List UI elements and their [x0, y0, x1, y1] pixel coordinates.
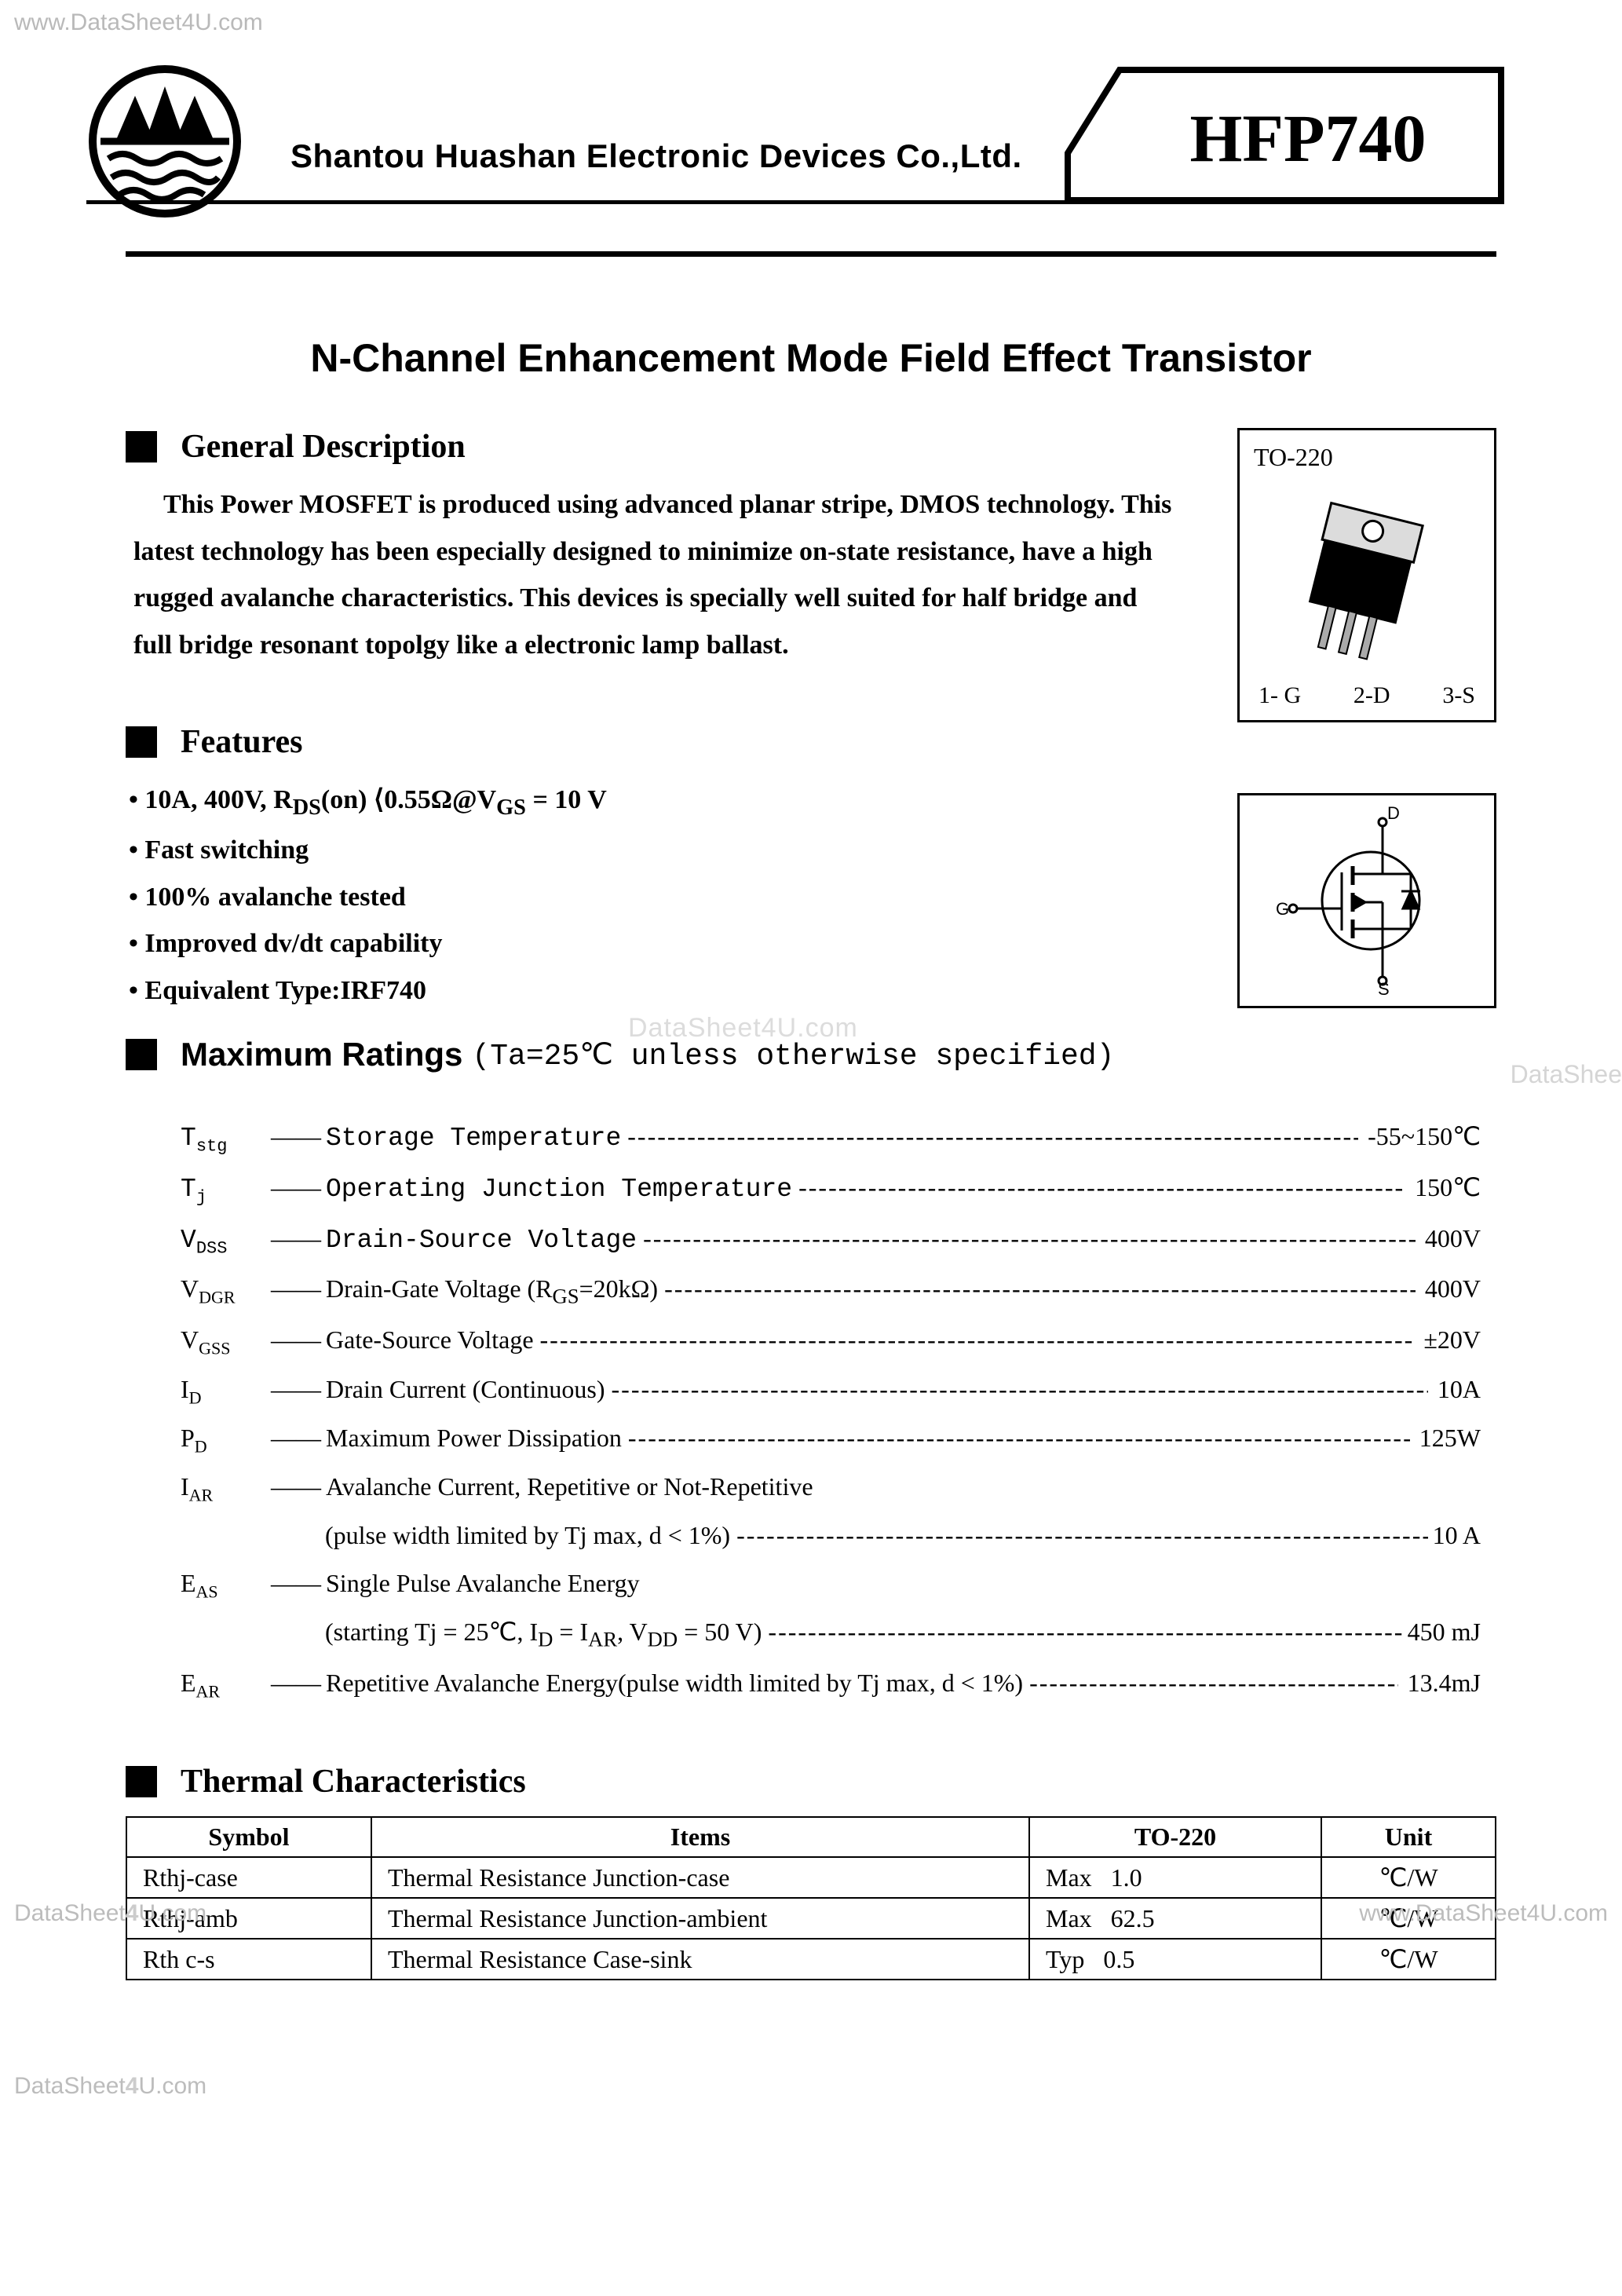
section-general-description-heading: General Description	[126, 428, 1190, 466]
page-title: N-Channel Enhancement Mode Field Effect …	[126, 335, 1496, 381]
rating-row: ID——Drain Current (Continuous) 10A	[181, 1366, 1481, 1414]
company-name: Shantou Huashan Electronic Devices Co.,L…	[290, 137, 1022, 175]
rating-row: EAR——Repetitive Avalanche Energy(pulse w…	[181, 1659, 1481, 1708]
upper-content: General Description This Power MOSFET is…	[126, 428, 1496, 1014]
section-thermal-heading: Thermal Characteristics	[126, 1763, 1496, 1801]
mosfet-symbol-icon: D G S	[1257, 806, 1477, 995]
section-marker-icon	[126, 1766, 157, 1797]
rating-row: Tj——Operating Junction Temperature 150℃	[181, 1164, 1481, 1215]
header-divider	[86, 200, 1504, 204]
section-features-heading: Features	[126, 723, 1190, 761]
rating-row: Tstg——Storage Temperature -55~150℃	[181, 1113, 1481, 1164]
table-row: Rth c-sThermal Resistance Case-sinkTyp 0…	[126, 1939, 1496, 1980]
datasheet-page: www.DataSheet4U.com DataSheet4U.com Data…	[0, 0, 1622, 2296]
rating-row: VDSS——Drain-Source Voltage 400V	[181, 1215, 1481, 1266]
section-label: General Description	[181, 428, 466, 466]
part-number-badge: HFP740	[1065, 67, 1504, 220]
section-marker-icon	[126, 431, 157, 462]
table-header-cell: Unit	[1321, 1817, 1496, 1857]
page-header: Shantou Huashan Electronic Devices Co.,L…	[126, 79, 1496, 257]
watermark-footer-left: DataSheet4U.com	[14, 2073, 206, 2100]
section-label: Features	[181, 723, 303, 761]
watermark-bottom-right: www.DataSheet4U.com	[1359, 1900, 1608, 1927]
package-name: TO-220	[1254, 443, 1480, 472]
table-row: Rthj-caseThermal Resistance Junction-cas…	[126, 1857, 1496, 1898]
section-marker-icon	[126, 726, 157, 758]
watermark-top-left: www.DataSheet4U.com	[14, 9, 263, 36]
rating-subrow: (starting Tj = 25℃, ID = IAR, VDD = 50 V…	[181, 1608, 1481, 1659]
mosfet-symbol-box: D G S	[1237, 793, 1496, 1008]
watermark-bottom-left: DataSheet4U.com	[14, 1900, 206, 1927]
section-label: Maximum Ratings	[181, 1036, 462, 1073]
rating-row: EAS——Single Pulse Avalanche Energy	[181, 1559, 1481, 1608]
rating-row: VGSS——Gate-Source Voltage ±20V	[181, 1316, 1481, 1365]
section-marker-icon	[126, 1039, 157, 1070]
feature-item: Improved dv/dt capability	[129, 920, 1190, 967]
pin-label: 1- G	[1259, 682, 1301, 709]
pin-label: 3-S	[1442, 682, 1475, 709]
feature-item: Equivalent Type:IRF740	[129, 967, 1190, 1015]
package-pinout: 1- G 2-D 3-S	[1254, 682, 1480, 709]
rating-subrow: (pulse width limited by Tj max, d < 1%) …	[181, 1512, 1481, 1559]
part-number-text: HFP740	[1190, 101, 1427, 176]
feature-item: 100% avalanche tested	[129, 874, 1190, 921]
general-description-text: This Power MOSFET is produced using adva…	[126, 481, 1190, 668]
feature-item: Fast switching	[129, 827, 1190, 874]
rating-row: PD——Maximum Power Dissipation 125W	[181, 1414, 1481, 1463]
table-header-cell: TO-220	[1029, 1817, 1321, 1857]
rating-row: VDGR——Drain-Gate Voltage (RGS=20kΩ) 400V	[181, 1265, 1481, 1316]
svg-text:S: S	[1378, 979, 1390, 995]
rating-row: IAR——Avalanche Current, Repetitive or No…	[181, 1463, 1481, 1512]
feature-item: 10A, 400V, RDS(on) ⟨0.55Ω@VGS = 10 V	[129, 777, 1190, 827]
watermark-center: DataSheet4U.com	[628, 1013, 858, 1044]
package-outline-box: TO-220 1- G 2-	[1237, 428, 1496, 722]
maximum-ratings-list: Tstg——Storage Temperature -55~150℃Tj——Op…	[126, 1089, 1496, 1708]
table-header-cell: Symbol	[126, 1817, 371, 1857]
table-row: Rthj-ambThermal Resistance Junction-ambi…	[126, 1898, 1496, 1939]
watermark-right: DataShee	[1511, 1060, 1622, 1089]
svg-text:G: G	[1276, 899, 1289, 919]
table-header-row: Symbol Items TO-220 Unit	[126, 1817, 1496, 1857]
features-list: 10A, 400V, RDS(on) ⟨0.55Ω@VGS = 10 V Fas…	[126, 777, 1190, 1014]
table-header-cell: Items	[371, 1817, 1029, 1857]
section-label: Thermal Characteristics	[181, 1763, 526, 1801]
to220-package-icon	[1254, 481, 1474, 662]
thermal-characteristics-table: Symbol Items TO-220 Unit Rthj-caseTherma…	[126, 1816, 1496, 1980]
svg-text:D: D	[1387, 806, 1400, 823]
pin-label: 2-D	[1353, 682, 1390, 709]
